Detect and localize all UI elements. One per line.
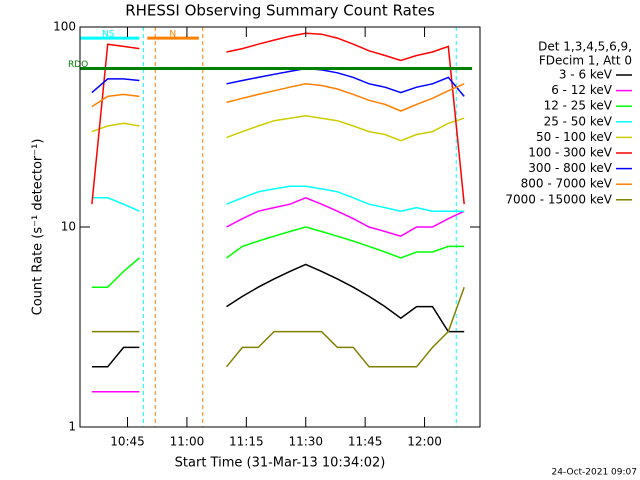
- flag-label: N: [169, 30, 176, 40]
- x-tick-label: 11:00: [170, 435, 205, 449]
- series-line: [91, 67, 465, 97]
- timestamp: 24-Oct-2021 09:07: [552, 468, 637, 478]
- series-line: [91, 263, 465, 368]
- legend-label: 100 - 300 keV: [528, 146, 612, 160]
- series-line: [91, 196, 465, 393]
- legend-label: 3 - 6 keV: [559, 68, 613, 82]
- legend-label: 50 - 100 keV: [536, 130, 613, 144]
- legend-label: 7000 - 15000 keV: [505, 192, 612, 206]
- y-tick-label: 100: [53, 20, 76, 34]
- chart-title: RHESSI Observing Summary Count Rates: [125, 2, 435, 20]
- legend-label: 25 - 50 keV: [544, 114, 613, 128]
- legend-label: 300 - 800 keV: [528, 161, 612, 175]
- x-tick-label: 12:00: [407, 435, 442, 449]
- y-axis-label: Count Rate (s⁻¹ detector⁻¹): [31, 139, 46, 316]
- y-tick-label: 1: [68, 420, 76, 434]
- flag-label: RDO: [68, 60, 88, 70]
- series-line: [91, 83, 465, 112]
- x-tick-label: 11:45: [348, 435, 383, 449]
- x-tick-label: 10:45: [110, 435, 145, 449]
- series-line: [91, 32, 465, 205]
- flag-label: NS: [102, 30, 115, 40]
- series-line: [91, 286, 465, 368]
- legend-label: 12 - 25 keV: [544, 99, 613, 113]
- legend-header: FDecim 1, Att 0: [539, 54, 632, 68]
- y-tick-label: 10: [61, 220, 76, 234]
- x-tick-label: 11:15: [229, 435, 264, 449]
- series-line: [91, 185, 465, 212]
- series-line: [91, 226, 465, 288]
- legend-header: Det 1,3,4,5,6,9,: [538, 40, 632, 54]
- legend-label: 6 - 12 keV: [551, 83, 613, 97]
- x-tick-label: 11:30: [288, 435, 323, 449]
- legend-label: 800 - 7000 keV: [521, 177, 613, 191]
- x-axis-label: Start Time (31-Mar-13 10:34:02): [175, 456, 386, 471]
